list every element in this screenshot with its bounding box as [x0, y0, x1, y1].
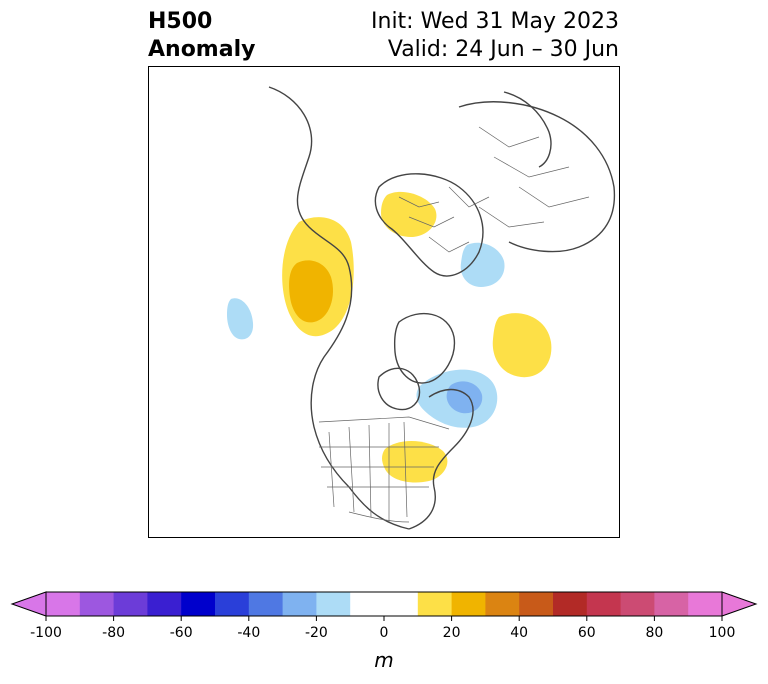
colorbar-tick-label: -60 [169, 625, 193, 641]
anomaly-positive-scandinavia [381, 191, 437, 237]
political-borders [318, 126, 590, 523]
colorbar-cell [451, 592, 486, 616]
colorbar-cell [282, 592, 317, 616]
colorbar-cell [316, 592, 351, 616]
colorbar-tick-label: -80 [102, 625, 126, 641]
coastline-alaska [268, 86, 350, 268]
anomaly-fill [227, 191, 552, 483]
title-left: H500 Anomaly [148, 8, 255, 64]
colorbar-tick-label: 20 [442, 625, 461, 641]
colorbar-tick-label: 40 [510, 625, 529, 641]
colorbar [10, 591, 758, 621]
colorbar-cell [485, 592, 520, 616]
colorbar-cell [417, 592, 453, 616]
colorbar-cell [384, 592, 419, 616]
colorbar-cell [215, 592, 250, 616]
border-asia [478, 126, 590, 228]
variable-label: H500 [148, 9, 213, 34]
colorbar-cell [654, 592, 689, 616]
coastline-hudson-bay [377, 367, 421, 411]
colorbar-tick-label: -100 [30, 625, 62, 641]
anomaly-negative-west-russia [460, 242, 505, 287]
coastline-asia [458, 101, 616, 253]
colorbar-tick-label: -20 [304, 625, 328, 641]
colorbar-cell [553, 592, 588, 616]
colorbar-tick-label: -40 [237, 625, 261, 641]
colorbar-tickmarks [45, 616, 723, 621]
kind-label: Anomaly [148, 37, 256, 62]
map-panel [148, 66, 620, 538]
anomaly-positive-southeast-us [382, 440, 448, 483]
border-us-canada [318, 416, 450, 430]
colorbar-extend-max [721, 591, 758, 617]
coastline-europe [374, 173, 484, 277]
colorbar-cell [46, 592, 81, 616]
border-us-states [319, 421, 439, 522]
coastlines [268, 86, 616, 530]
map-canvas [227, 86, 616, 530]
colorbar-extend-min [10, 591, 47, 617]
colorbar-cell [79, 592, 115, 616]
coastline-north-america-east [408, 388, 474, 530]
colorbar-unit: m [374, 648, 394, 672]
anomaly-positive-greenland-sea [492, 313, 552, 378]
coastline-north-america-west [310, 266, 410, 530]
coastline-kamchatka [503, 91, 552, 168]
coastline-greenland [393, 312, 456, 384]
colorbar-cell [586, 592, 622, 616]
anomaly-positive-core-western-canada [289, 260, 334, 323]
colorbar-tick-label: 0 [379, 625, 389, 641]
colorbar-cell [181, 592, 216, 616]
anomaly-negative-pacific [227, 298, 254, 340]
colorbar-cell [248, 592, 284, 616]
colorbar-cell [688, 592, 723, 616]
colorbar-cell [350, 592, 385, 616]
valid-range: Valid: 24 Jun – 30 Jun [387, 37, 619, 62]
init-date: Init: Wed 31 May 2023 [371, 9, 619, 34]
colorbar-cell [620, 592, 655, 616]
border-europe [398, 186, 490, 253]
colorbar-tick-label: 60 [577, 625, 596, 641]
colorbar-cell [147, 592, 182, 616]
border-mexico [348, 511, 410, 523]
colorbar-cells [46, 592, 723, 616]
colorbar-tick-label: 100 [708, 625, 736, 641]
colorbar-cell [519, 592, 554, 616]
title-right: Init: Wed 31 May 2023 Valid: 24 Jun – 30… [371, 8, 619, 64]
colorbar-tick-label: 80 [645, 625, 664, 641]
colorbar-cell [113, 592, 148, 616]
